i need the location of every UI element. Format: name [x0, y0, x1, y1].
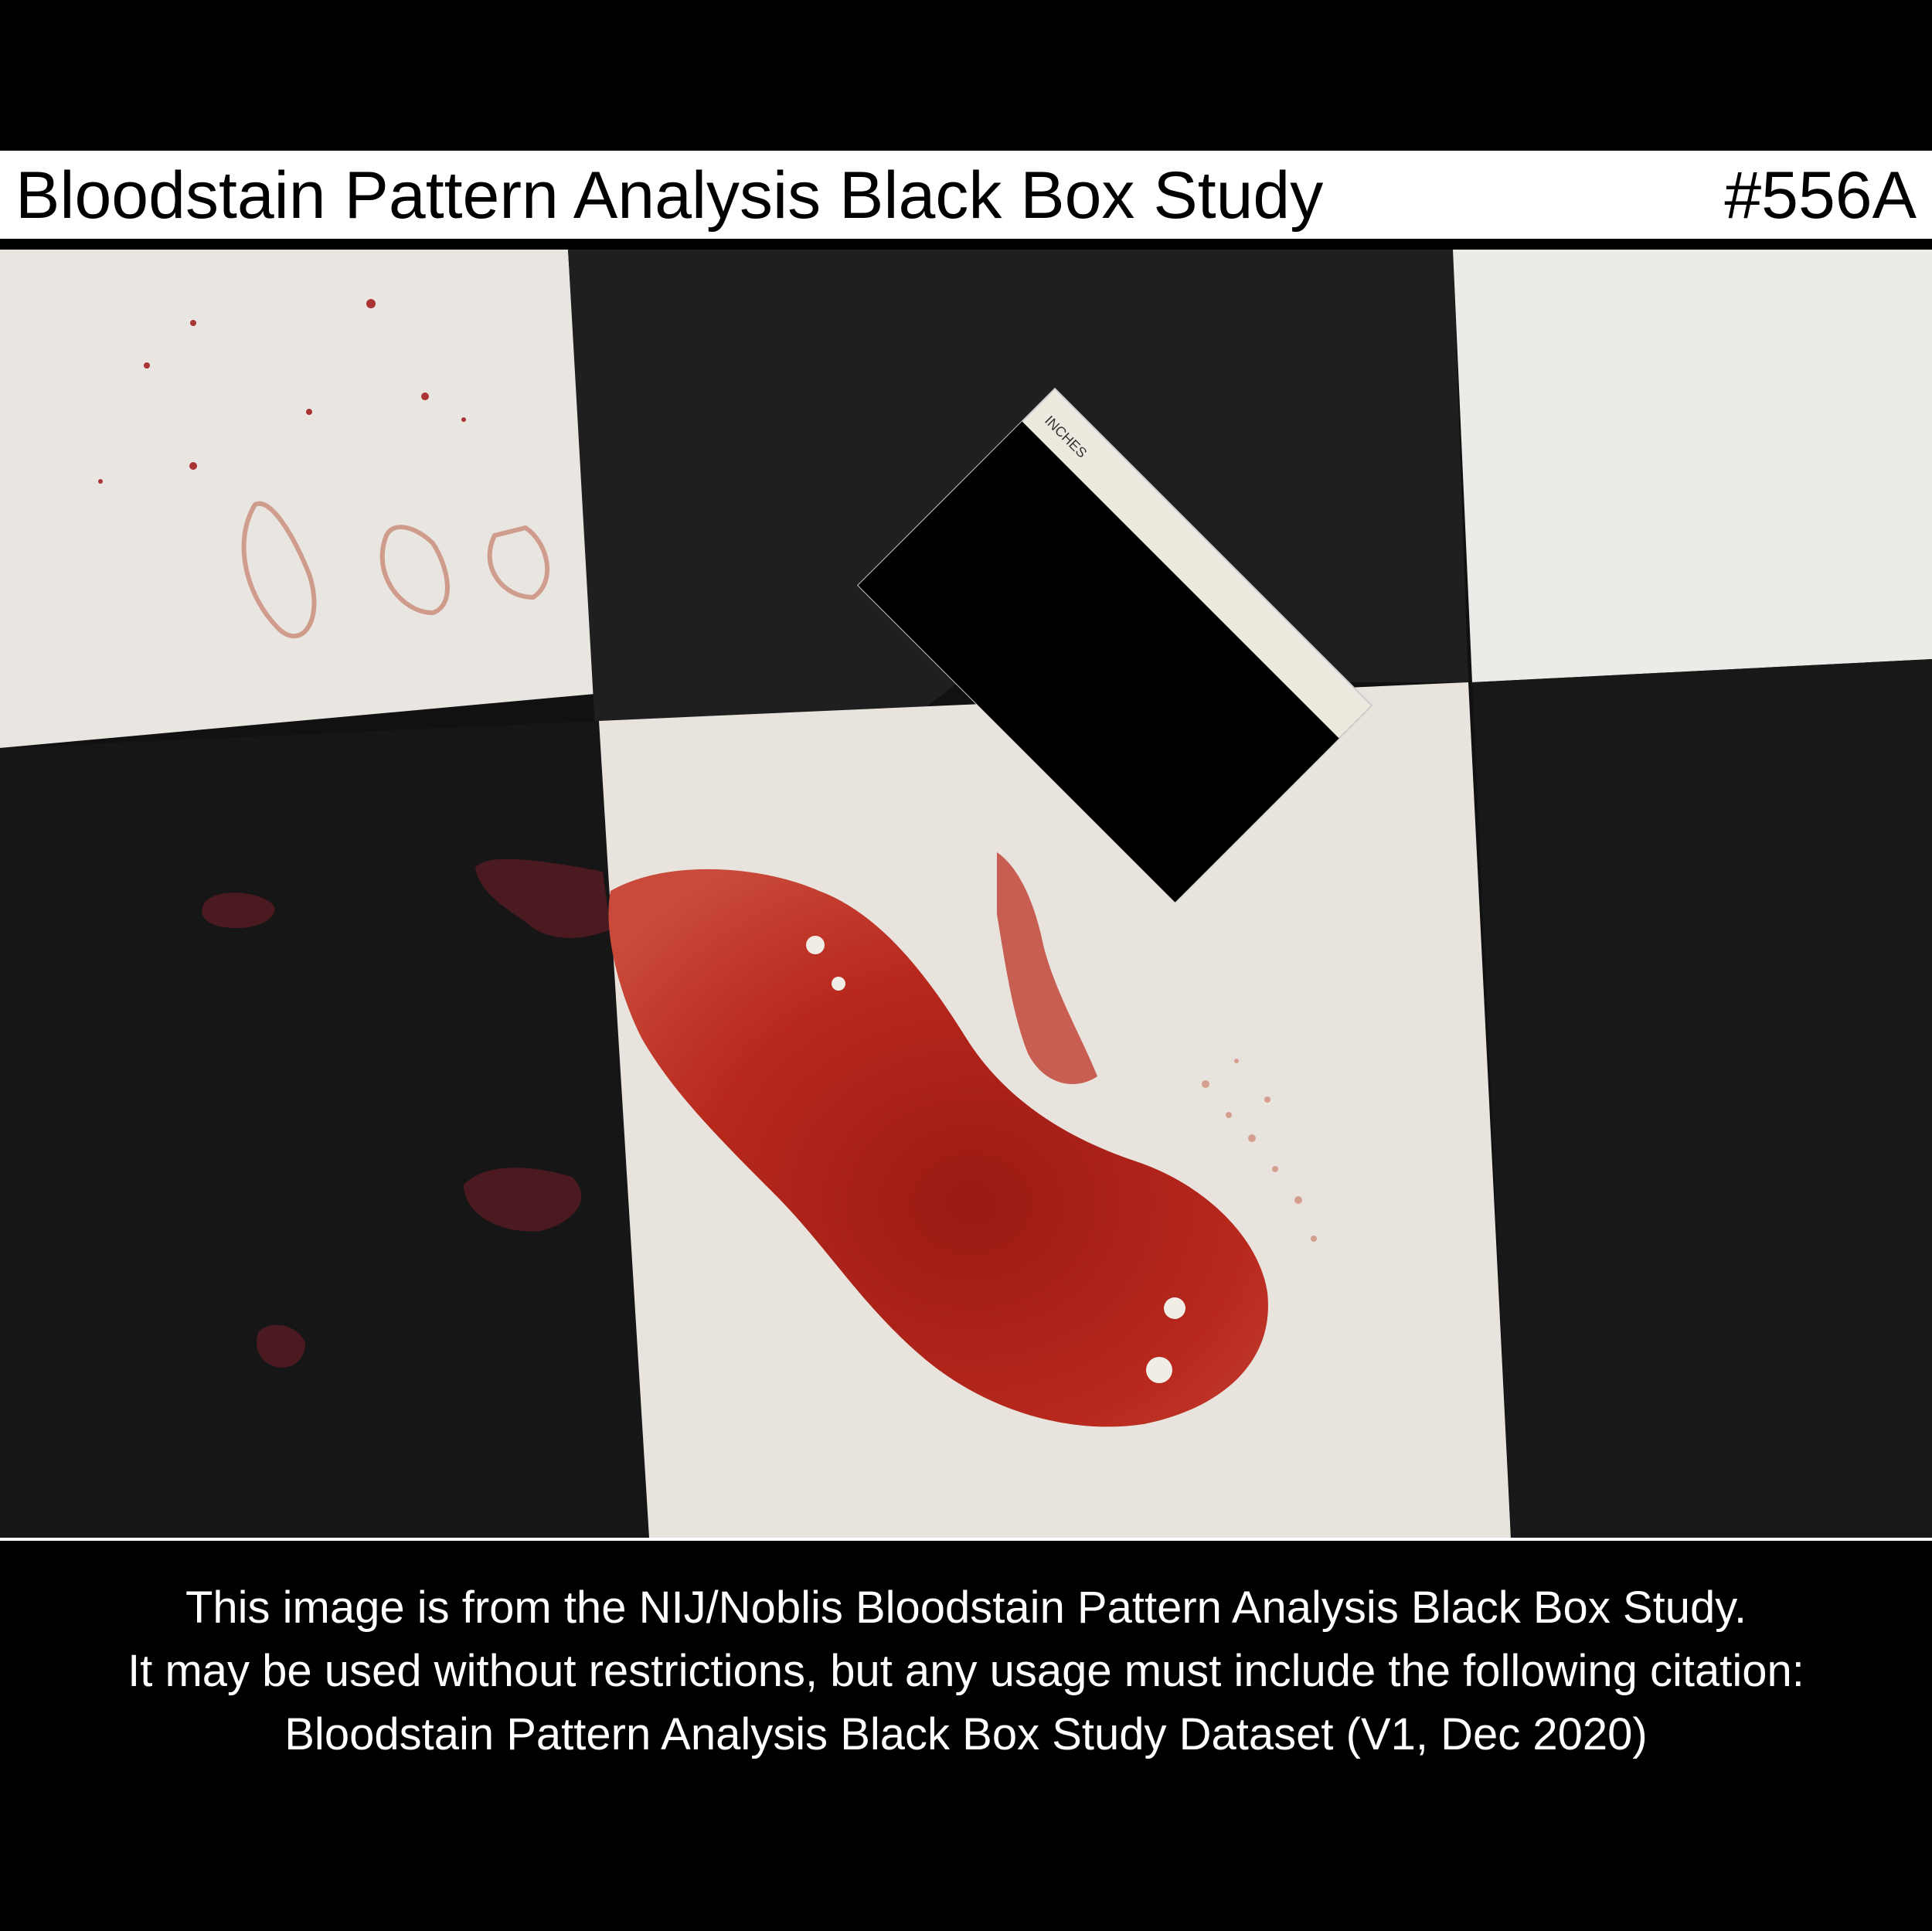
tile-dark-right — [1472, 659, 1932, 1538]
faint-transfer-stain — [241, 501, 550, 639]
caption-line-1: This image is from the NIJ/Noblis Bloods… — [185, 1583, 1747, 1633]
case-id: #556A — [1724, 158, 1917, 233]
evidence-photo: INCHES — [0, 250, 1932, 1538]
floor-scene: INCHES — [0, 250, 1932, 1538]
citation-caption: This image is from the NIJ/Noblis Bloods… — [0, 1576, 1932, 1766]
tile-light-top-right — [1453, 250, 1932, 682]
title-bar: Bloodstain Pattern Analysis Black Box St… — [0, 151, 1932, 243]
fine-spatter-halo — [1202, 1059, 1317, 1242]
scale-ruler: INCHES — [857, 387, 1373, 904]
tile-dark-left — [0, 721, 649, 1538]
caption-line-2: It may be used without restrictions, but… — [128, 1646, 1804, 1696]
footer-divider — [0, 1538, 1932, 1541]
study-title: Bloodstain Pattern Analysis Black Box St… — [15, 158, 1324, 233]
dried-drops — [202, 858, 611, 1368]
top-black-band — [0, 0, 1932, 151]
tile-light-top-left — [0, 250, 595, 748]
main-blood-pool — [608, 852, 1268, 1427]
caption-line-3: Bloodstain Pattern Analysis Black Box St… — [284, 1709, 1648, 1759]
small-spatter-dots — [98, 299, 466, 484]
